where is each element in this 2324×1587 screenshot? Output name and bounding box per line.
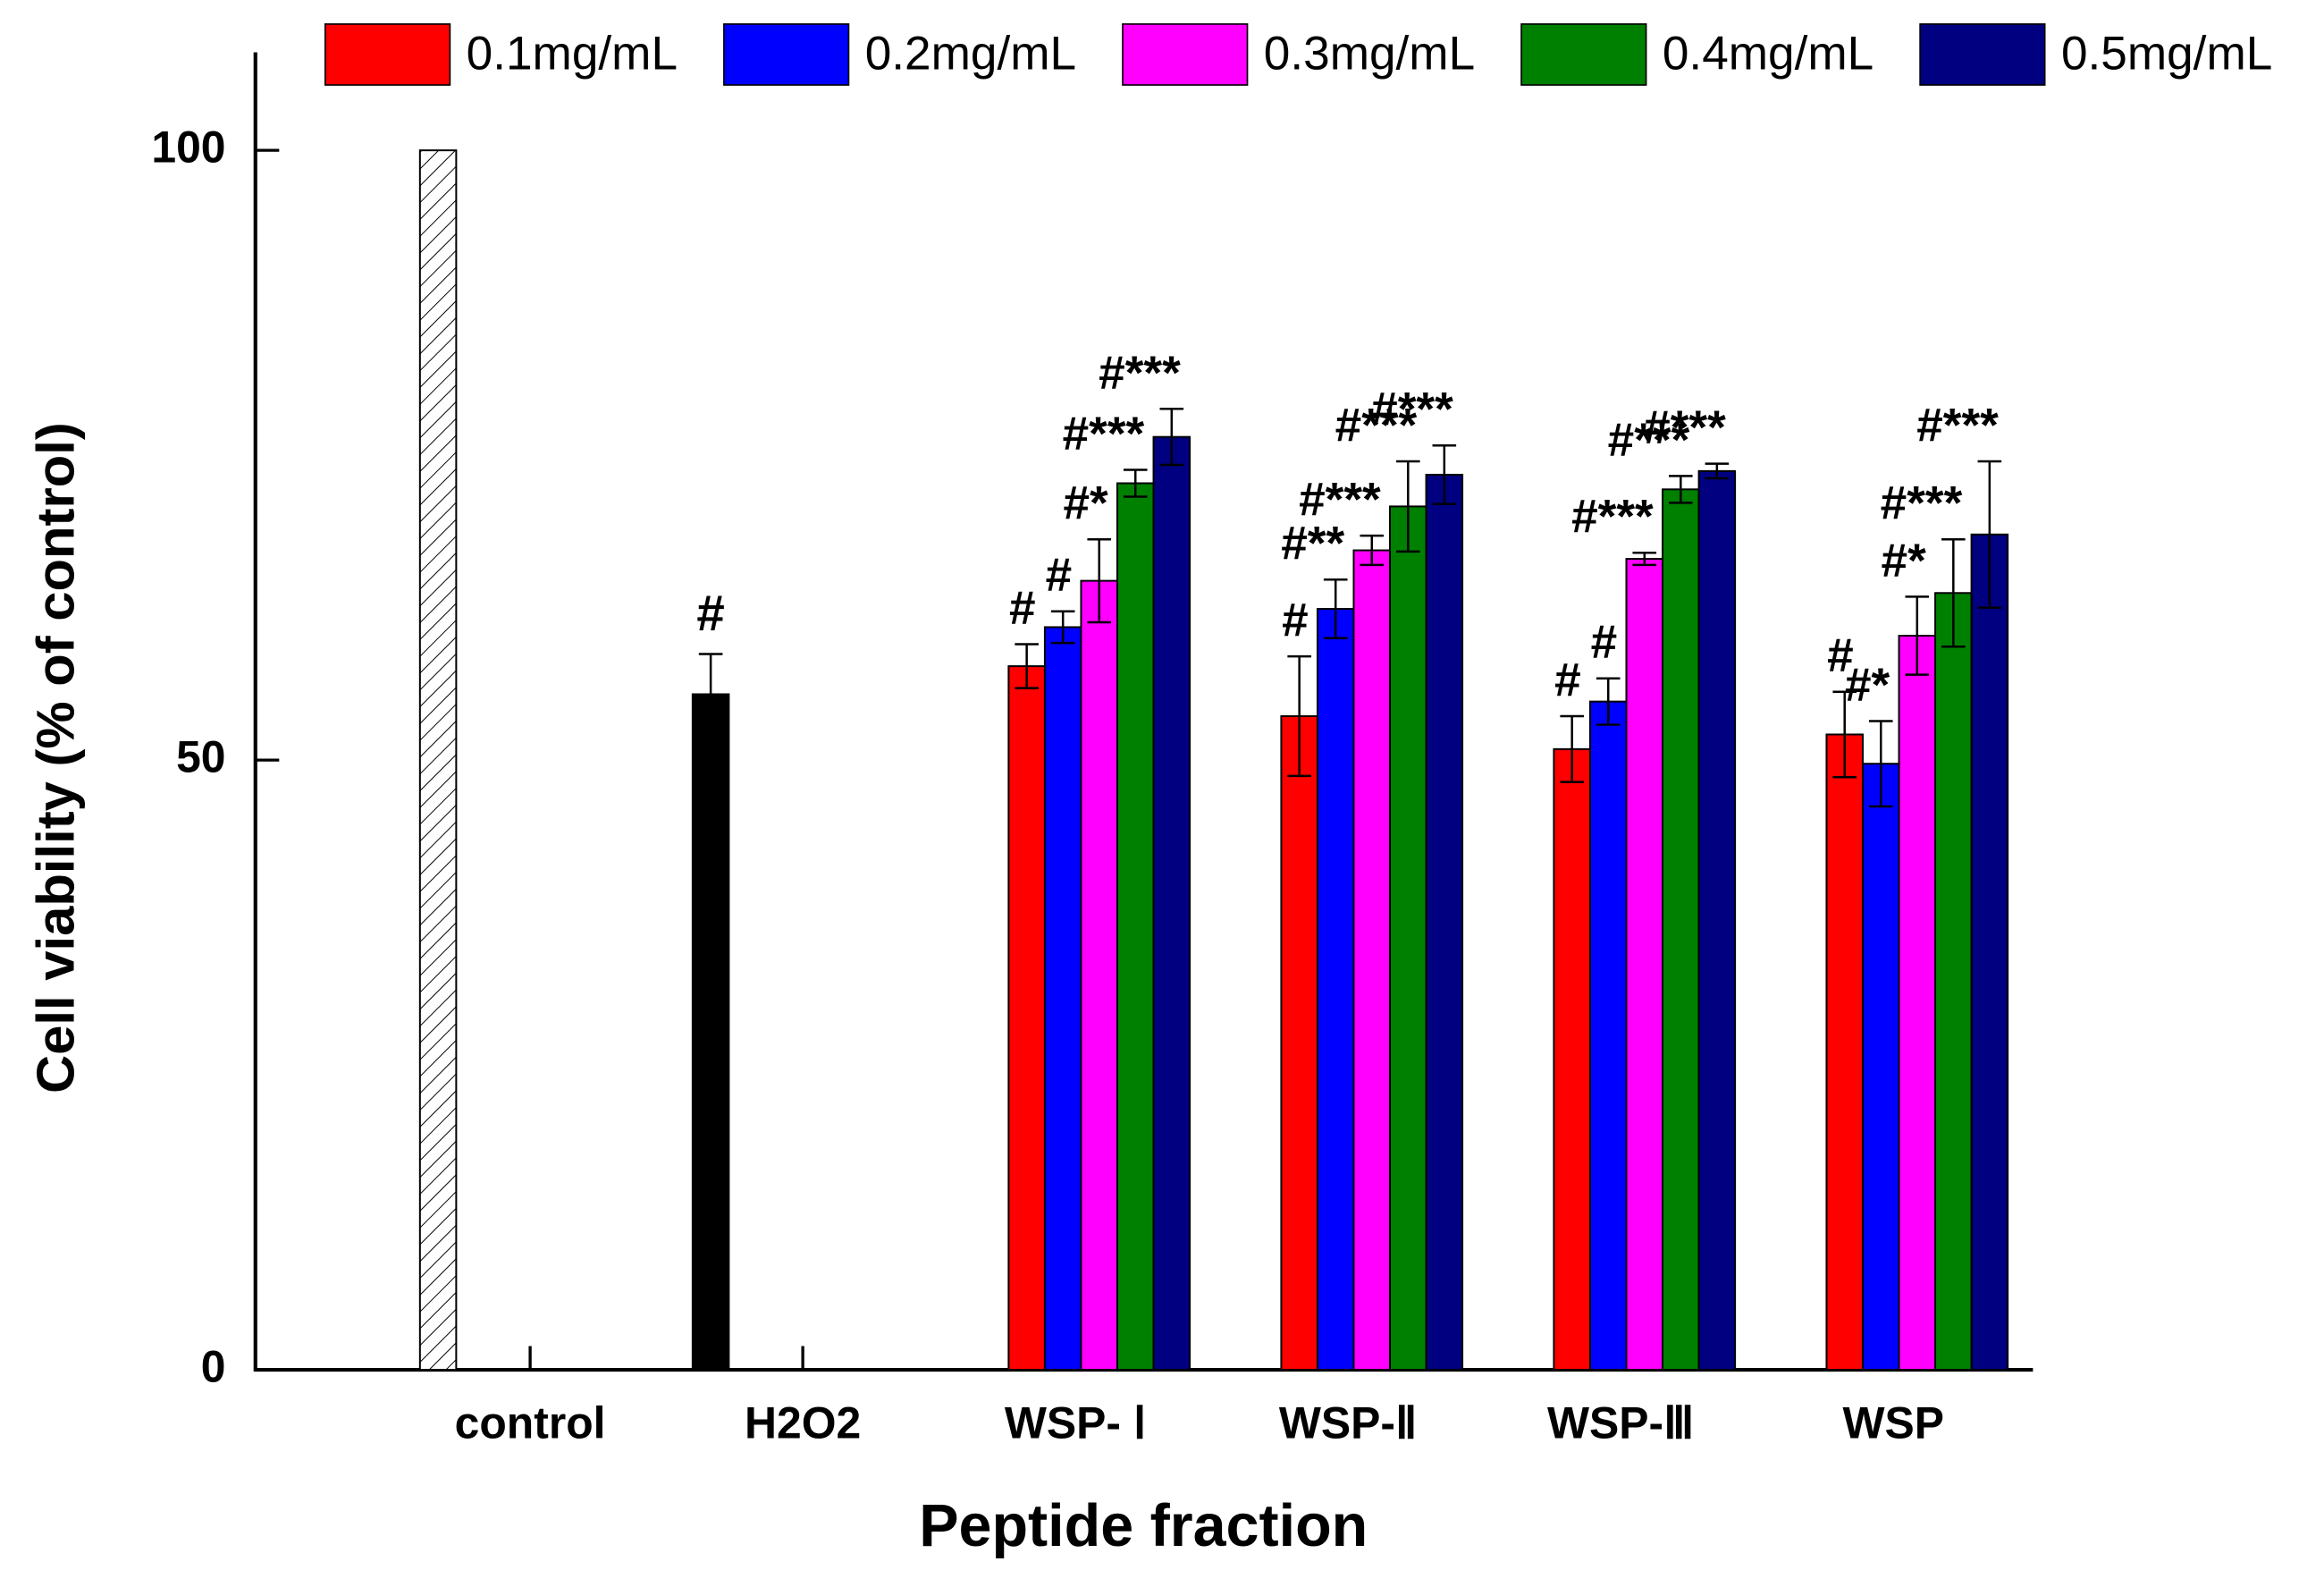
significance-label: #* (1882, 535, 1927, 587)
bar (1280, 715, 1318, 1372)
significance-label: #*** (1916, 399, 1999, 452)
significance-label: #*** (1881, 477, 1963, 530)
legend-swatch (723, 23, 850, 86)
significance-label: #*** (1644, 401, 1726, 454)
bar (1043, 626, 1082, 1372)
bar (1898, 634, 1937, 1372)
significance-label: # (696, 585, 724, 641)
bar (418, 149, 458, 1372)
legend-label: 0.3mg/mL (1264, 28, 1475, 80)
bar (1970, 533, 2009, 1372)
significance-label: #*** (1571, 491, 1654, 544)
significance-label: #** (1281, 518, 1344, 570)
x-tick-label: WSP-Ⅱ (1279, 1397, 1418, 1448)
legend-label: 0.1mg/mL (467, 28, 678, 80)
bar (1007, 665, 1046, 1372)
significance-label: #*** (1371, 384, 1453, 436)
bar (1553, 747, 1591, 1372)
significance-label: #*** (1099, 347, 1181, 400)
x-tick-label: WSP-Ⅲ (1547, 1397, 1694, 1448)
significance-label: #*** (1608, 414, 1690, 467)
bar (1588, 700, 1628, 1372)
significance-label: # (1591, 616, 1618, 669)
x-tick-label: control (455, 1397, 606, 1448)
significance-label: #*** (1063, 408, 1145, 460)
significance-label: # (1046, 549, 1073, 602)
significance-label: #*** (1335, 399, 1418, 452)
y-tick-label: 50 (176, 731, 225, 781)
bar (1697, 469, 1737, 1372)
bar (1389, 505, 1427, 1372)
bar (1662, 488, 1700, 1372)
x-tick-label: WSP- Ⅰ (1005, 1397, 1147, 1448)
significance-label: # (1827, 629, 1854, 682)
legend-swatch (1919, 23, 2046, 86)
bar (1080, 579, 1118, 1372)
bar (1352, 549, 1392, 1372)
significance-label: # (1009, 582, 1036, 635)
bar (1934, 592, 1973, 1372)
legend-swatch (1122, 23, 1249, 86)
significance-label: # (1554, 654, 1581, 707)
legend-label: 0.5mg/mL (2061, 28, 2272, 80)
significance-label: #* (1063, 477, 1108, 530)
bar (1861, 763, 1900, 1372)
y-tick-label: 0 (201, 1341, 226, 1391)
legend-label: 0.2mg/mL (865, 28, 1076, 80)
x-tick-label: H2O2 (745, 1397, 861, 1448)
bar (1116, 482, 1155, 1372)
bar (1625, 558, 1664, 1372)
bar (1316, 607, 1355, 1372)
significance-label: # (1282, 595, 1309, 647)
legend-label: 0.4mg/mL (1663, 28, 1874, 80)
bar (691, 693, 730, 1372)
x-tick-label: WSP (1842, 1397, 1944, 1448)
bar (1152, 435, 1191, 1372)
significance-label: #*** (1299, 474, 1381, 527)
y-axis-label: Cell viability (% of control) (25, 422, 85, 1093)
bar (1425, 473, 1464, 1372)
legend-swatch (1520, 23, 1647, 86)
y-tick-label: 100 (151, 122, 225, 172)
x-axis-label: Peptide fraction (919, 1493, 1368, 1559)
legend-swatch (324, 23, 451, 86)
bar (1825, 733, 1864, 1372)
significance-label: #* (1845, 659, 1890, 712)
